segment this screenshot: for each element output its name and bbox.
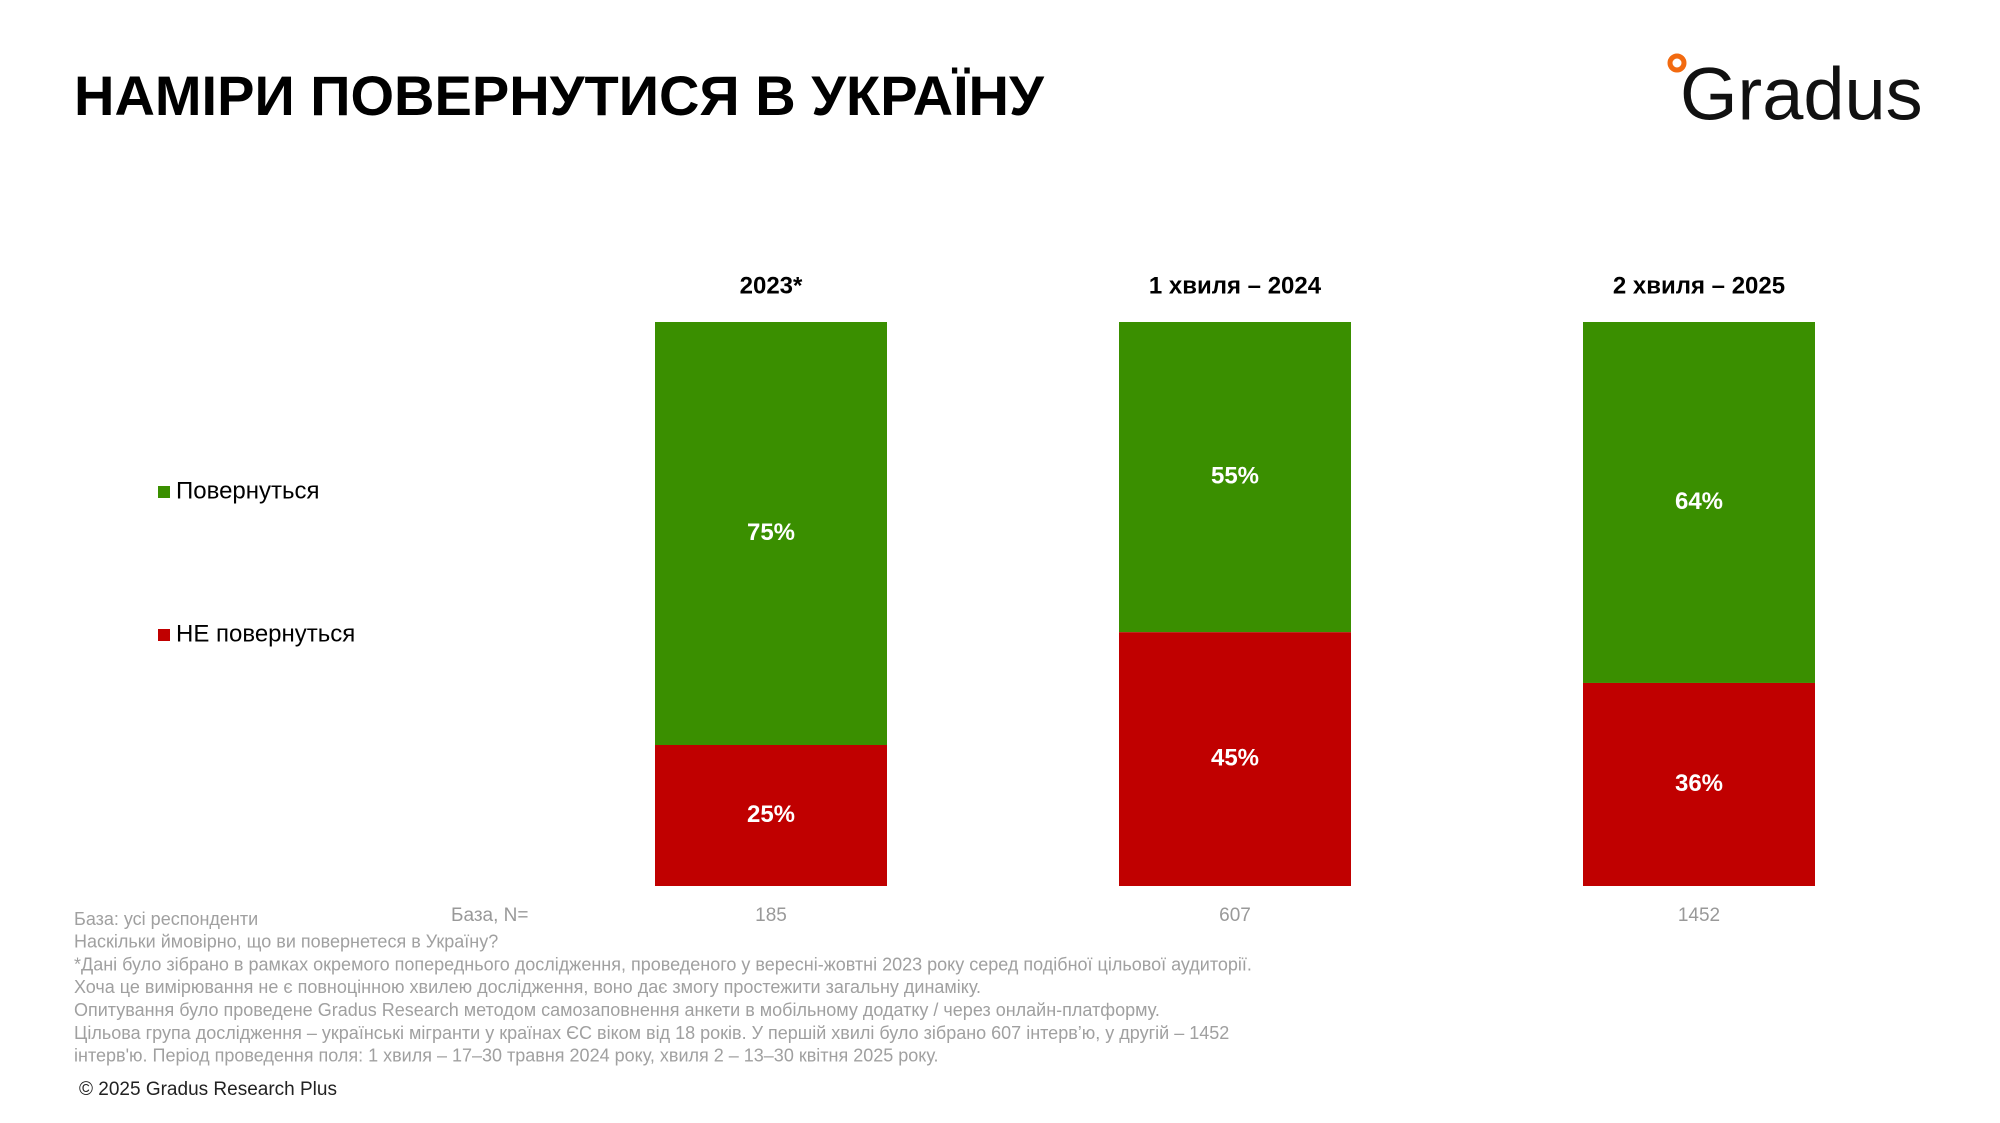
legend-label: НЕ повернуться [176,620,355,647]
value-label: 25% [747,801,795,828]
chart-title: НАМІРИ ПОВЕРНУТИСЯ В УКРАЇНУ [74,64,1045,127]
base-label: База, N= [451,905,528,926]
base-n: 607 [1219,905,1251,926]
footnote: База: усі респонденти [74,909,258,929]
base-n: 185 [755,905,787,926]
category-label: 1 хвиля – 2024 [1149,272,1322,299]
value-label: 36% [1675,770,1723,797]
bar-segment [1119,322,1351,633]
copyright: © 2025 Gradus Research Plus [79,1079,337,1100]
base-n: 1452 [1678,905,1720,926]
bar-segment [1583,322,1815,683]
footnote: Наскільки ймовірно, що ви повернетеся в … [74,932,498,952]
footnote: Хоча це вимірювання не є повноцінною хви… [74,977,981,997]
category-label: 2 хвиля – 2025 [1613,272,1785,299]
legend-label: Повернуться [176,477,320,504]
logo: Gradus [1680,53,1923,136]
bar-segment [1119,632,1351,886]
value-label: 64% [1675,488,1723,515]
logo-dot [1667,53,1687,73]
value-label: 75% [747,519,795,546]
category-label: 2023* [740,272,803,299]
bar-segment [655,322,887,745]
bar-segment [1583,682,1815,886]
footnote: інтерв'ю. Період проведення поля: 1 хвил… [74,1046,939,1066]
value-label: 45% [1211,744,1259,771]
legend-swatch [158,629,170,641]
footnote: Опитування було проведене Gradus Researc… [74,1000,1160,1020]
legend-swatch [158,486,170,498]
bar-segment [655,745,887,886]
footnote: *Дані було зібрано в рамках окремого поп… [74,954,1252,974]
footnote: Цільова група дослідження – українські м… [74,1023,1229,1043]
value-label: 55% [1211,462,1259,489]
